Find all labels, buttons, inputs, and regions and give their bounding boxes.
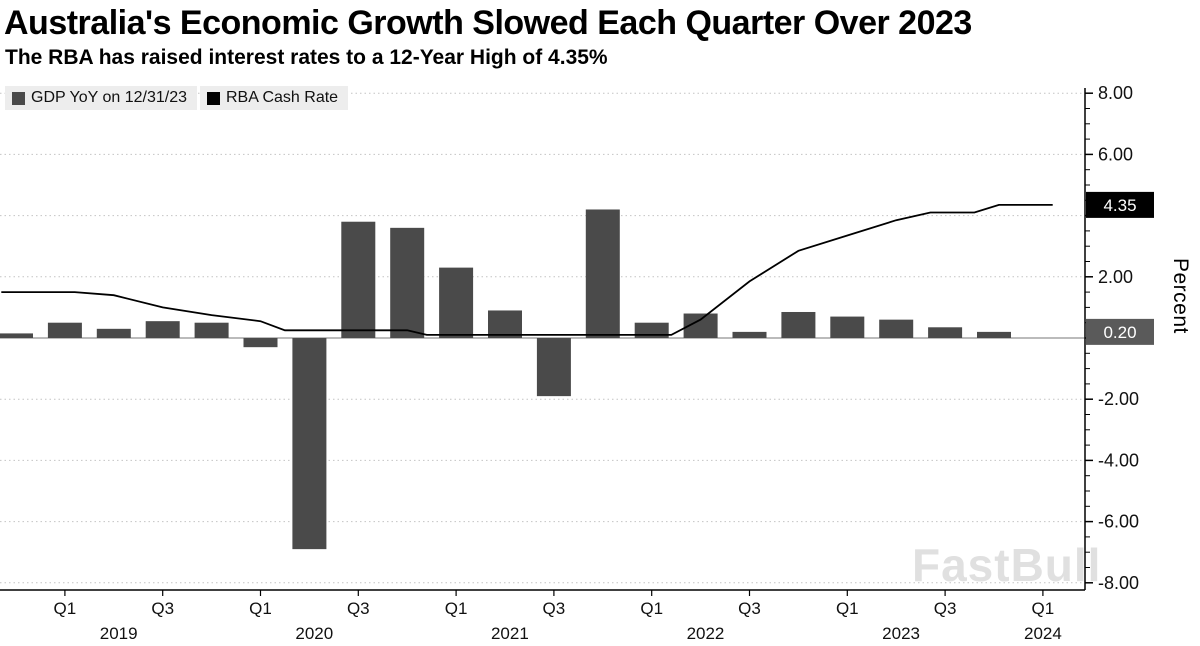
gdp-bar — [145, 321, 180, 338]
x-year-label: 2022 — [687, 624, 725, 643]
y-tick-label: -6.00 — [1098, 512, 1139, 532]
y-tick-label: -2.00 — [1098, 389, 1139, 409]
gdp-bar — [390, 227, 425, 338]
y-tick-label: 2.00 — [1098, 267, 1133, 287]
legend-label: GDP YoY on 12/31/23 — [31, 89, 187, 106]
x-tick-label: Q3 — [738, 599, 761, 618]
x-year-label: 2019 — [100, 624, 138, 643]
gdp-bar — [439, 267, 474, 338]
x-year-label: 2023 — [882, 624, 920, 643]
chart-subtitle: The RBA has raised interest rates to a 1… — [5, 46, 608, 69]
x-tick-label: Q3 — [151, 599, 174, 618]
gdp-bar — [977, 331, 1011, 338]
axis-badge — [1086, 318, 1154, 345]
legend-swatch-icon — [12, 91, 25, 105]
gdp-bar — [536, 338, 571, 397]
x-tick-label: Q1 — [445, 599, 468, 618]
gdp-bar — [243, 338, 278, 348]
y-tick-label: -8.00 — [1098, 573, 1139, 593]
x-year-label: 2024 — [1024, 624, 1062, 643]
gdp-bar — [341, 221, 376, 338]
legend: GDP YoY on 12/31/23 RBA Cash Rate — [5, 86, 349, 110]
y-axis-title: Percent — [1169, 258, 1192, 334]
x-tick-label: Q1 — [54, 599, 77, 618]
x-tick-label: Q1 — [640, 599, 663, 618]
legend-item: GDP YoY on 12/31/23 — [5, 86, 197, 110]
gdp-bar — [830, 316, 865, 338]
y-tick-label: -4.00 — [1098, 450, 1139, 470]
x-year-label: 2021 — [491, 624, 529, 643]
gdp-bar — [781, 311, 816, 338]
x-tick-label: Q3 — [347, 599, 370, 618]
x-tick-label: Q1 — [249, 599, 272, 618]
axis-badge-label: 4.35 — [1103, 196, 1136, 215]
gdp-bar — [928, 327, 963, 338]
y-tick-label: 8.00 — [1098, 83, 1133, 103]
gdp-bar — [96, 328, 131, 338]
chart-title: Australia's Economic Growth Slowed Each … — [4, 4, 972, 42]
x-tick-label: Q1 — [1032, 599, 1055, 618]
x-tick-label: Q3 — [934, 599, 957, 618]
legend-item: RBA Cash Rate — [200, 86, 349, 110]
gdp-bar — [879, 319, 914, 338]
gdp-bar — [732, 331, 767, 338]
y-tick-label: 6.00 — [1098, 144, 1133, 164]
watermark: FastBull — [912, 539, 1102, 591]
gdp-bar — [488, 310, 522, 338]
gdp-bar — [585, 209, 620, 338]
gdp-bar — [47, 322, 82, 338]
x-year-label: 2020 — [295, 624, 333, 643]
x-tick-label: Q1 — [836, 599, 859, 618]
axis-badge-label: 0.20 — [1103, 323, 1136, 342]
axis-badge — [1086, 191, 1154, 218]
gdp-bar — [0, 333, 33, 338]
chart-canvas: 8.00 6.00 2.00 -2.00 -4.00 -6.00 -8.00 4.35 0.20… — [0, 83, 1154, 643]
gdp-bar — [194, 322, 229, 338]
rate-line — [1, 203, 1053, 336]
chart-area: FastBull 8.00 6.00 2.00 -2.00 -4.00 -6.00 -8.0… — [0, 76, 1200, 646]
gdp-bar — [292, 338, 327, 550]
legend-label: RBA Cash Rate — [226, 89, 339, 106]
legend-swatch-icon — [207, 91, 220, 105]
x-tick-label: Q3 — [543, 599, 566, 618]
